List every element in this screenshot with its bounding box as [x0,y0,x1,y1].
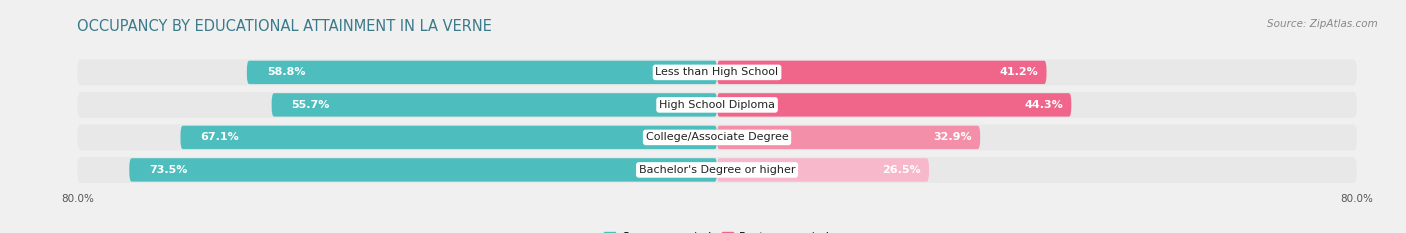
Text: 73.5%: 73.5% [149,165,187,175]
Text: Bachelor's Degree or higher: Bachelor's Degree or higher [638,165,796,175]
Text: High School Diploma: High School Diploma [659,100,775,110]
FancyBboxPatch shape [717,61,1046,84]
FancyBboxPatch shape [247,61,717,84]
Text: 26.5%: 26.5% [883,165,921,175]
Text: College/Associate Degree: College/Associate Degree [645,132,789,142]
FancyBboxPatch shape [717,93,1071,116]
Text: 44.3%: 44.3% [1025,100,1063,110]
FancyBboxPatch shape [77,124,1357,151]
FancyBboxPatch shape [129,158,717,182]
FancyBboxPatch shape [77,157,1357,183]
FancyBboxPatch shape [717,126,980,149]
Text: 55.7%: 55.7% [291,100,330,110]
Text: Source: ZipAtlas.com: Source: ZipAtlas.com [1267,19,1378,29]
FancyBboxPatch shape [77,59,1357,86]
FancyBboxPatch shape [271,93,717,116]
Text: 41.2%: 41.2% [1000,67,1039,77]
Text: OCCUPANCY BY EDUCATIONAL ATTAINMENT IN LA VERNE: OCCUPANCY BY EDUCATIONAL ATTAINMENT IN L… [77,19,492,34]
Legend: Owner-occupied, Renter-occupied: Owner-occupied, Renter-occupied [600,227,834,233]
FancyBboxPatch shape [77,92,1357,118]
Text: 58.8%: 58.8% [267,67,305,77]
Text: 32.9%: 32.9% [934,132,972,142]
Text: 67.1%: 67.1% [201,132,239,142]
FancyBboxPatch shape [717,158,929,182]
Text: Less than High School: Less than High School [655,67,779,77]
FancyBboxPatch shape [180,126,717,149]
